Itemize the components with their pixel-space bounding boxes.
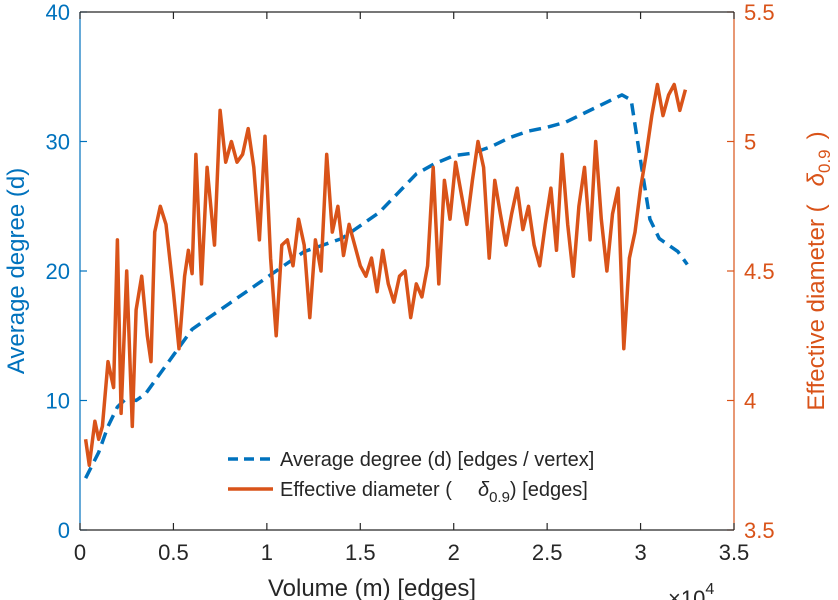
legend-effective-subscript: 0.9 — [489, 489, 510, 506]
series-line-effective-diameter — [83, 82, 688, 468]
left-y-tick-label: 0 — [58, 518, 70, 543]
right-y-tick-label: 3.5 — [744, 518, 775, 543]
series-line-average-degree — [84, 93, 689, 479]
left-y-tick-label: 20 — [46, 259, 70, 284]
legend: Average degree (d) [edges / vertex] Effe… — [228, 449, 594, 506]
x-exponent-label: ×104 — [668, 581, 714, 600]
right-y-axis: 3.5 4 4.5 5 5.5 — [727, 0, 775, 543]
legend-label-effective-diameter: Effective diameter ( δ0.9) [edges] — [280, 479, 588, 506]
series-layer — [83, 82, 689, 479]
right-y-label-symbol: δ — [803, 172, 830, 186]
x-tick-label: 0 — [74, 540, 86, 565]
left-y-axis-label: Average degree (d) — [3, 168, 30, 374]
x-axis: 0 0.5 1 1.5 2 2.5 3 3.5 — [74, 11, 750, 565]
x-axis-label: Volume (m) [edges] — [268, 575, 476, 600]
left-y-tick-label: 30 — [46, 130, 70, 155]
legend-effective-symbol: δ — [478, 479, 490, 501]
right-y-tick-label: 5.5 — [744, 0, 775, 25]
legend-effective-prefix: Effective diameter ( — [280, 479, 452, 501]
left-y-tick-label: 40 — [46, 0, 70, 25]
legend-effective-suffix: ) [edges] — [510, 479, 588, 501]
right-y-tick-label: 4.5 — [744, 259, 775, 284]
legend-label-average-degree: Average degree (d) [edges / vertex] — [280, 449, 594, 471]
x-exponent-base: ×10 — [668, 586, 705, 600]
right-y-label-prefix: Effective diameter ( — [803, 204, 830, 410]
x-tick-label: 3 — [634, 540, 646, 565]
right-y-axis-label: Effective diameter ( δ0.9) — [803, 131, 834, 410]
left-y-axis: 0 10 20 30 40 — [46, 0, 87, 543]
x-tick-label: 2.5 — [532, 540, 563, 565]
right-y-label-suffix: ) — [803, 131, 830, 139]
x-exponent-power: 4 — [705, 581, 714, 598]
left-y-tick-label: 10 — [46, 389, 70, 414]
right-y-tick-label: 4 — [744, 389, 756, 414]
x-tick-label: 3.5 — [719, 540, 750, 565]
x-tick-label: 1.5 — [345, 540, 376, 565]
right-y-tick-label: 5 — [744, 130, 756, 155]
x-tick-label: 0.5 — [158, 540, 189, 565]
x-tick-label: 2 — [448, 540, 460, 565]
right-y-label-subscript: 0.9 — [815, 149, 834, 173]
x-tick-label: 1 — [261, 540, 273, 565]
